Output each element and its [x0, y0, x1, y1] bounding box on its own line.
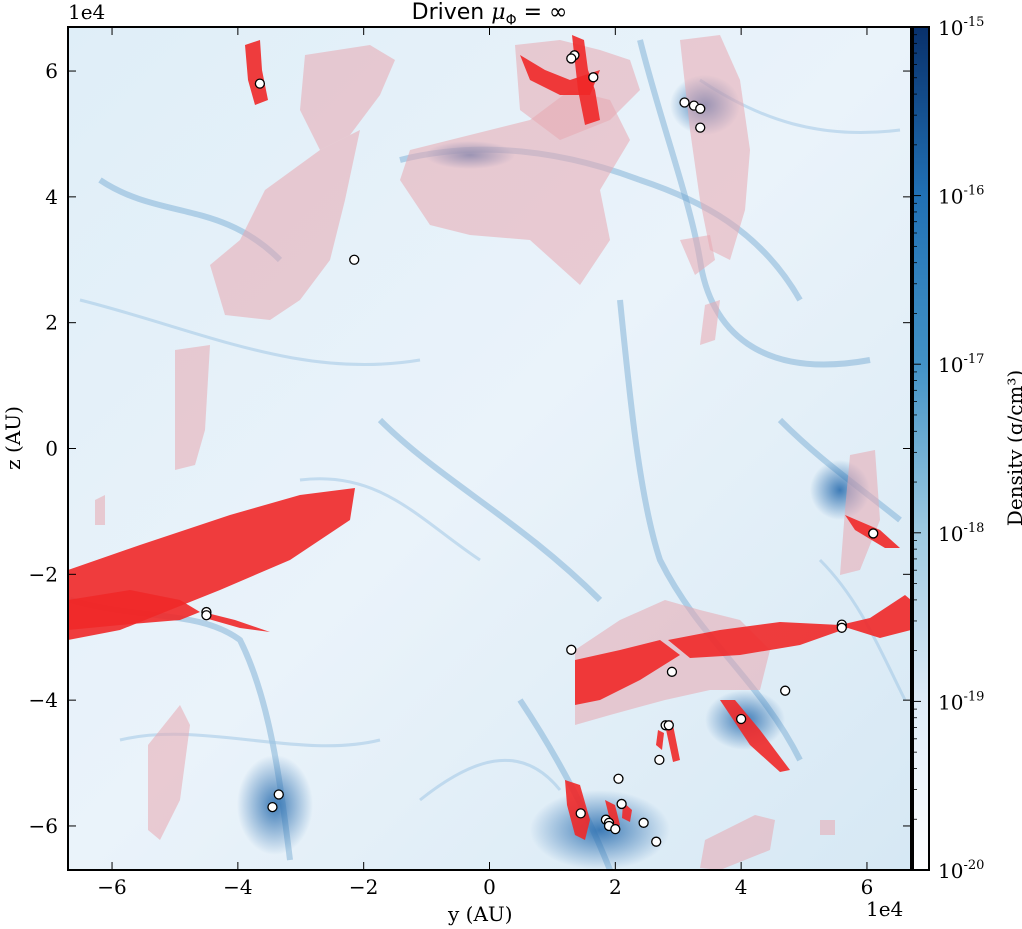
colorbar-label: Density (g/cm³) — [1003, 369, 1022, 527]
sink-particle — [349, 254, 360, 265]
sink-particle — [566, 53, 577, 64]
sink-particle — [610, 823, 621, 835]
x-tick-label: 0 — [483, 875, 496, 899]
sink-particle — [780, 685, 791, 696]
sink-particle — [638, 817, 649, 828]
chart-title: Driven μΦ = ∞ — [68, 0, 911, 33]
y-tick-label: 6 — [45, 59, 58, 83]
title-subscript: Φ — [505, 12, 517, 29]
sink-particle — [575, 808, 586, 819]
title-symbol: μ — [491, 0, 506, 25]
sink-particle — [836, 622, 847, 633]
sink-particle — [201, 610, 212, 621]
colorbar-tick-label: 10-19 — [938, 689, 984, 714]
colorbar-tick-label: 10-20 — [938, 858, 984, 883]
sink-particle — [695, 122, 706, 133]
title-suffix: = ∞ — [516, 0, 568, 25]
colorbar-tick-label: 10-18 — [938, 521, 984, 546]
y-tick-label: −6 — [29, 814, 58, 838]
x-tick-label: −4 — [223, 875, 252, 899]
x-axis-label: y (AU) — [448, 902, 513, 926]
sink-particle — [254, 78, 266, 89]
density-map — [68, 27, 911, 870]
x-tick-label: −6 — [97, 875, 126, 899]
y-tick-label: 0 — [45, 437, 58, 461]
sink-particle — [588, 72, 599, 83]
sink-particle — [654, 754, 665, 766]
colorbar-tick-label: 10-16 — [938, 184, 984, 209]
sink-particle — [273, 789, 284, 800]
x-tick-label: 4 — [735, 875, 748, 899]
y-tick-label: 2 — [45, 311, 58, 335]
colorbar — [913, 27, 929, 870]
sink-particle-group — [201, 50, 879, 847]
sink-particle — [616, 798, 627, 810]
sink-particle — [679, 97, 690, 108]
sink-particle — [613, 773, 624, 784]
y-axis-label: z (AU) — [1, 406, 25, 470]
colorbar-tick-label: 10-15 — [938, 15, 984, 40]
x-tick-label: 2 — [609, 875, 622, 899]
x-tick-label: −2 — [349, 875, 378, 899]
sink-particle — [695, 103, 706, 114]
sink-particle — [267, 801, 278, 813]
sink-particle — [735, 713, 747, 725]
y-tick-label: −2 — [29, 562, 58, 586]
colorbar-tick-label: 10-17 — [938, 352, 984, 377]
y-tick-label: −4 — [29, 688, 58, 712]
colorbar-ticks: 10-20 10-19 10-18 10-17 10-16 10-15 — [913, 15, 984, 883]
y-tick-label: 4 — [45, 185, 58, 209]
title-prefix: Driven — [411, 0, 492, 25]
sink-particle — [663, 720, 674, 731]
x-tick-label: 6 — [861, 875, 874, 899]
x-offset-label: 1e4 — [866, 897, 904, 921]
sink-particle — [651, 836, 662, 847]
y-offset-label: 1e4 — [68, 0, 106, 24]
sink-particle — [666, 666, 678, 677]
axis-ticks: −6 −4 −2 0 2 4 6 −6 −4 −2 0 2 4 6 — [29, 27, 911, 899]
sink-particle — [868, 528, 879, 539]
sink-particle — [566, 644, 577, 655]
